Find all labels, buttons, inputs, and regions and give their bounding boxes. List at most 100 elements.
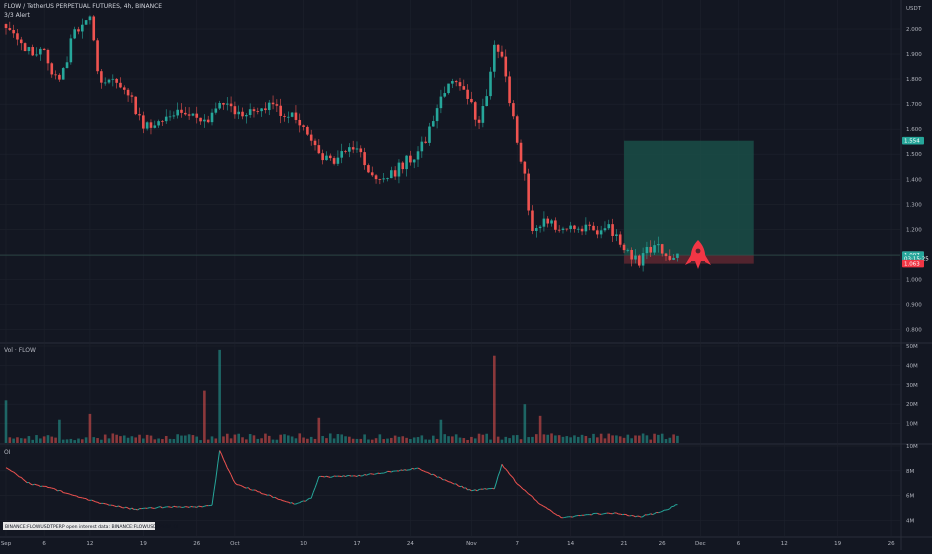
alert-label[interactable]: 3/3 Alert (4, 12, 30, 19)
candle-body (215, 109, 218, 113)
candle-body (604, 228, 607, 230)
volume-bar (375, 438, 378, 443)
price-tick-label: 1.400 (906, 177, 922, 183)
volume-bar (211, 436, 214, 443)
candle-body (119, 83, 122, 88)
oi-line-segment (634, 516, 636, 517)
oi-line-segment (239, 485, 241, 486)
candle-body (627, 250, 630, 251)
volume-bar (489, 440, 492, 443)
oi-line-segment (487, 489, 489, 490)
volume-bar (253, 435, 256, 443)
svg-text:BINANCE:FLOWUSDTPERP open inte: BINANCE:FLOWUSDTPERP open interest data:… (5, 524, 178, 530)
oi-line-segment (223, 459, 225, 463)
candle-body (371, 172, 374, 175)
volume-bar (588, 438, 591, 443)
volume-bar (115, 435, 118, 443)
volume-bar (73, 440, 76, 443)
volume-bar (321, 436, 324, 443)
oi-line-segment (552, 511, 554, 513)
volume-bar (298, 433, 301, 443)
oi-line-segment (46, 486, 48, 487)
candle-body (199, 118, 202, 122)
oi-line-segment (531, 495, 533, 496)
volume-bar (482, 435, 485, 443)
oi-line-segment (527, 492, 529, 494)
candle-body (249, 109, 252, 115)
oi-line-segment (670, 507, 672, 509)
volume-bar (310, 437, 313, 443)
candle-body (146, 122, 149, 128)
price-tick-label: 1.200 (906, 227, 922, 233)
candle-body (463, 86, 466, 90)
time-tick-label: 7 (515, 541, 519, 547)
candle-body (58, 75, 61, 80)
volume-bar (241, 437, 244, 443)
oi-line-segment (384, 472, 386, 473)
candle-body (176, 110, 179, 116)
oi-line-segment (532, 497, 534, 500)
volume-bar (390, 438, 393, 443)
candle-body (558, 230, 561, 231)
oi-line-segment (94, 501, 96, 502)
oi-line-segment (218, 451, 220, 464)
volume-bar (607, 434, 610, 443)
time-tick-label: 26 (659, 541, 666, 547)
candle-body (230, 104, 233, 107)
oi-line-segment (117, 506, 119, 507)
time-tick-label: 21 (621, 541, 628, 547)
oi-line-segment (265, 495, 267, 496)
oi-line-segment (439, 477, 441, 478)
candle-body (615, 234, 618, 236)
volume-bar (108, 438, 111, 443)
candle-body (165, 117, 168, 122)
candle-body (16, 33, 19, 39)
oi-line-segment (422, 470, 424, 471)
volume-bar (558, 435, 561, 443)
oi-line-segment (128, 508, 130, 509)
candle-body (470, 99, 473, 102)
oi-line-segment (332, 476, 334, 477)
candle-body (112, 79, 115, 80)
oi-line-segment (292, 503, 294, 504)
price-tick-label: 1.000 (906, 277, 922, 283)
oi-line-segment (429, 473, 431, 474)
oi-line-segment (447, 481, 449, 482)
oi-line-segment (674, 505, 676, 507)
price-tag: 1.063 (902, 260, 924, 268)
candle-body (440, 97, 443, 109)
candle-body (188, 114, 191, 115)
oi-line-segment (204, 506, 206, 507)
candle-body (409, 156, 412, 163)
candle-body (531, 211, 534, 231)
open-interest-layer (6, 451, 677, 518)
candle-body (85, 20, 88, 25)
price-tag-label: 1.554 (904, 139, 920, 145)
candle-body (382, 178, 385, 179)
volume-bar (295, 438, 298, 443)
candle-body (245, 115, 248, 116)
oi-line-segment (187, 507, 189, 508)
candle-body (546, 219, 549, 224)
oi-line-segment (25, 481, 27, 483)
oi-tick-label: 8M (906, 469, 914, 475)
candle-body (669, 256, 672, 260)
candle-body (81, 25, 84, 32)
time-tick-label: Sep (1, 541, 12, 547)
oi-line-segment (445, 480, 447, 481)
volume-bar (451, 436, 454, 443)
volume-bar (455, 434, 458, 443)
oi-line-segment (349, 475, 351, 476)
volume-bar (642, 433, 645, 443)
volume-tick-label: 20M (906, 402, 918, 408)
candle-body (28, 47, 31, 51)
candle-body (421, 142, 424, 152)
oi-line-segment (202, 506, 204, 507)
volume-bar (119, 436, 122, 443)
volume-bar (382, 439, 385, 443)
volume-bar (672, 434, 675, 443)
volume-bar (543, 434, 546, 443)
candle-body (180, 110, 183, 113)
oi-line-segment (475, 490, 477, 491)
